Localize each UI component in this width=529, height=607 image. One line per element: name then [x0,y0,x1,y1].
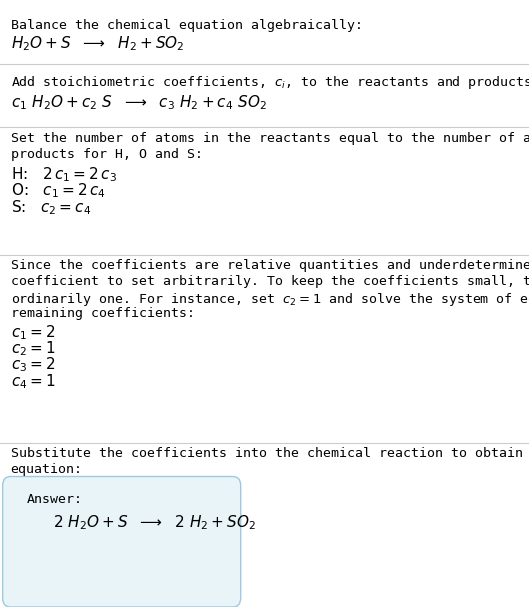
Text: S:   $c_2 = c_4$: S: $c_2 = c_4$ [11,198,91,217]
FancyBboxPatch shape [3,476,241,607]
Text: $H_2O + S\ \ \longrightarrow\ \ H_2 + SO_2$: $H_2O + S\ \ \longrightarrow\ \ H_2 + SO… [11,35,184,53]
Text: Substitute the coefficients into the chemical reaction to obtain the balanced: Substitute the coefficients into the che… [11,447,529,460]
Text: ordinarily one. For instance, set $c_2 = 1$ and solve the system of equations fo: ordinarily one. For instance, set $c_2 =… [11,291,529,308]
Text: $c_4 = 1$: $c_4 = 1$ [11,372,55,391]
Text: remaining coefficients:: remaining coefficients: [11,307,195,319]
Text: $c_2 = 1$: $c_2 = 1$ [11,339,55,358]
Text: $c_1\ H_2O + c_2\ S\ \ \longrightarrow\ \ c_3\ H_2 + c_4\ SO_2$: $c_1\ H_2O + c_2\ S\ \ \longrightarrow\ … [11,93,267,112]
Text: $2\ H_2O + S\ \ \longrightarrow\ \ 2\ H_2 + SO_2$: $2\ H_2O + S\ \ \longrightarrow\ \ 2\ H_… [53,513,256,532]
Text: Balance the chemical equation algebraically:: Balance the chemical equation algebraica… [11,19,362,32]
Text: $c_3 = 2$: $c_3 = 2$ [11,356,55,375]
Text: equation:: equation: [11,463,83,476]
Text: O:   $c_1 = 2\,c_4$: O: $c_1 = 2\,c_4$ [11,181,105,200]
Text: Set the number of atoms in the reactants equal to the number of atoms in the: Set the number of atoms in the reactants… [11,132,529,144]
Text: Answer:: Answer: [26,493,83,506]
Text: H:   $2\,c_1 = 2\,c_3$: H: $2\,c_1 = 2\,c_3$ [11,165,117,184]
Text: Add stoichiometric coefficients, $c_i$, to the reactants and products:: Add stoichiometric coefficients, $c_i$, … [11,74,529,91]
Text: Since the coefficients are relative quantities and underdetermined, choose a: Since the coefficients are relative quan… [11,259,529,272]
Text: $c_1 = 2$: $c_1 = 2$ [11,323,55,342]
Text: products for H, O and S:: products for H, O and S: [11,148,203,160]
Text: coefficient to set arbitrarily. To keep the coefficients small, the arbitrary va: coefficient to set arbitrarily. To keep … [11,275,529,288]
